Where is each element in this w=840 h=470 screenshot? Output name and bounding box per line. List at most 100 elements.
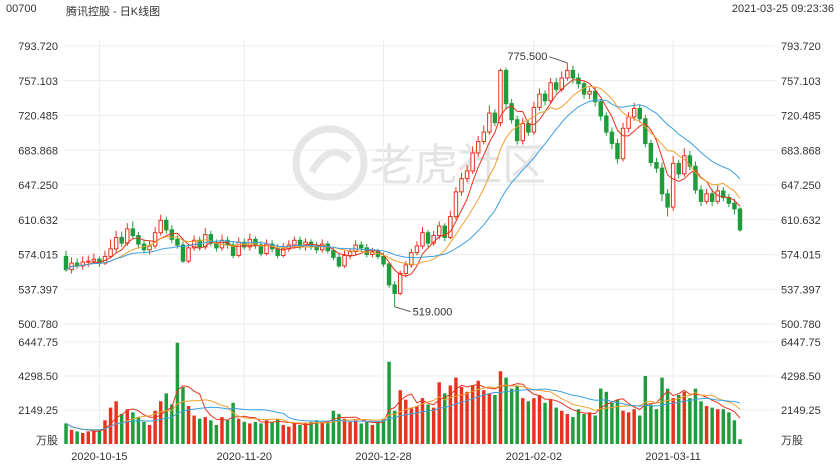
volume-bar (142, 421, 146, 444)
candle-body (470, 152, 475, 172)
volume-bar (704, 406, 709, 444)
candle-body (347, 251, 353, 256)
volume-bar (560, 410, 564, 444)
volume-bar (660, 377, 664, 444)
candle-body (336, 256, 342, 267)
volume-bar (426, 404, 430, 444)
volume-bar (337, 413, 341, 444)
date-tick: 2021-03-11 (645, 451, 700, 463)
volume-bar (170, 404, 174, 444)
volume-bar (482, 390, 486, 444)
candle-body (113, 236, 119, 250)
price-tick-right: 720.485 (781, 111, 821, 123)
price-tick-left: 757.103 (18, 76, 58, 88)
candle-body (598, 101, 603, 117)
price-tick-right: 793.720 (781, 41, 821, 53)
candle-body (648, 142, 654, 163)
candle-body (665, 193, 670, 208)
volume-ma5-line (65, 383, 741, 432)
candle-body (659, 167, 665, 195)
volume-bar (476, 380, 480, 444)
volume-bar (710, 407, 714, 444)
candle-body (553, 82, 559, 90)
candle-body (147, 245, 152, 251)
candle-body (670, 162, 676, 208)
volume-bar (242, 421, 246, 444)
price-tick-left: 500.780 (18, 319, 58, 331)
candle-body (503, 69, 509, 105)
volume-bar (515, 385, 519, 444)
candle-body (492, 112, 498, 124)
candle-body (448, 216, 453, 238)
volume-bar (75, 431, 79, 444)
price-tick-left: 793.720 (18, 41, 58, 53)
chart-header: 00700 腾讯控股 - 日K线图 2021-03-25 09:23:36 (0, 0, 840, 18)
volume-bar (526, 401, 531, 444)
volume-bar (136, 417, 141, 444)
candle-body (203, 234, 208, 248)
candle-body (108, 248, 113, 257)
volume-bar (125, 409, 129, 444)
volume-bar (548, 399, 553, 444)
volume-bar (69, 429, 74, 444)
candle-body (704, 193, 709, 202)
candle-body (91, 258, 97, 262)
volume-bar (164, 393, 168, 444)
watermark-logo-icon (292, 125, 368, 201)
candle-body (637, 107, 642, 120)
candle-body (565, 69, 570, 79)
volume-bar (348, 421, 352, 444)
candle-body (709, 193, 715, 202)
candle-body (158, 219, 163, 234)
volume-bar (487, 393, 492, 444)
candle-body (459, 178, 464, 193)
volume-bar (287, 426, 291, 444)
volume-bar (638, 415, 642, 444)
volume-bar (682, 391, 687, 444)
price-tick-left: 537.397 (18, 284, 58, 296)
price-tick-left: 683.868 (18, 145, 58, 157)
candle-body (737, 208, 743, 231)
volume-bar (727, 412, 731, 444)
volume-bar (554, 407, 558, 444)
volume-bar (420, 398, 425, 444)
price-tick-right: 647.250 (781, 180, 821, 192)
ma5-line (65, 79, 741, 277)
volume-unit-right: 万股 (781, 434, 803, 447)
candle-body (698, 189, 704, 202)
candle-body (626, 116, 631, 129)
candle-body (80, 261, 85, 267)
volume-bar (342, 418, 347, 444)
volume-bar (292, 423, 297, 444)
candle-body (281, 248, 286, 256)
volume-bar (715, 409, 720, 444)
candle-body (721, 190, 726, 199)
volume-bar (732, 420, 737, 444)
candle-body (436, 225, 442, 237)
date-tick: 2020-11-20 (217, 451, 272, 463)
candle-body (693, 165, 698, 191)
volume-bar (303, 423, 308, 444)
price-tick-left: 720.485 (18, 111, 58, 123)
candle-body (676, 162, 681, 175)
date-tick: 2020-12-28 (355, 451, 411, 463)
volume-bar (353, 420, 358, 444)
candle-body (169, 229, 175, 240)
candle-body (392, 284, 397, 294)
high-leader (549, 56, 568, 64)
volume-bar (493, 394, 497, 444)
volume-bar (264, 420, 269, 444)
ma10-line (65, 85, 741, 271)
volume-bar (615, 399, 620, 444)
volume-bar (236, 418, 241, 444)
volume-bar (459, 387, 464, 444)
candle-body (164, 219, 169, 231)
chart-title: 腾讯控股 - 日K线图 (66, 6, 161, 18)
candle-body (475, 141, 481, 154)
candle-body (414, 245, 420, 254)
price-tick-left: 647.250 (18, 180, 58, 192)
candle-body (509, 103, 514, 121)
price-tick-left: 610.632 (18, 215, 58, 227)
volume-tick-left: 2149.25 (18, 405, 58, 417)
